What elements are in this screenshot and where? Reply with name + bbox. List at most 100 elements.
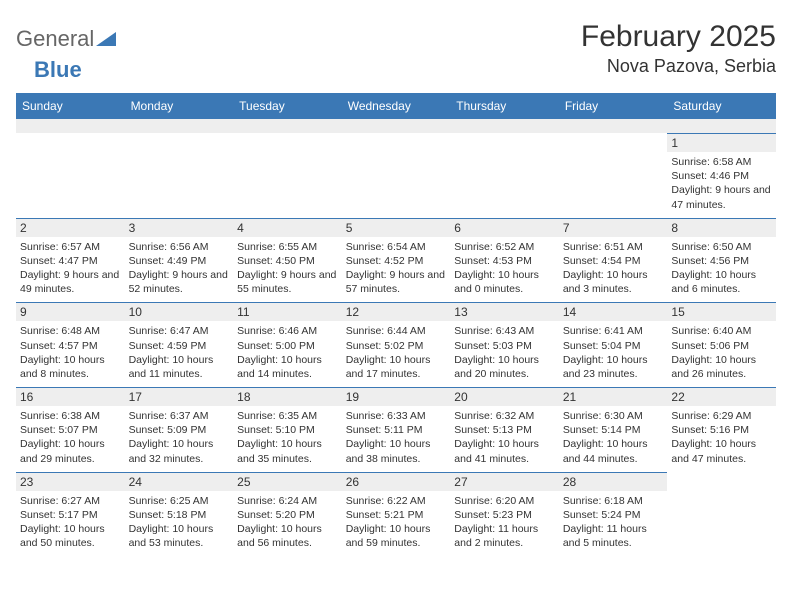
day-cell: 9Sunrise: 6:48 AMSunset: 4:57 PMDaylight… (16, 302, 125, 387)
empty-cell (125, 133, 234, 218)
empty-cell (559, 133, 668, 218)
sunrise-text: Sunrise: 6:54 AM (346, 240, 447, 254)
daylight-text: Daylight: 9 hours and 55 minutes. (237, 268, 338, 296)
day-cell: 27Sunrise: 6:20 AMSunset: 5:23 PMDayligh… (450, 472, 559, 557)
day-number: 6 (450, 219, 559, 237)
day-cell: 6Sunrise: 6:52 AMSunset: 4:53 PMDaylight… (450, 218, 559, 303)
day-cell: 16Sunrise: 6:38 AMSunset: 5:07 PMDayligh… (16, 387, 125, 472)
day-info: Sunrise: 6:29 AMSunset: 5:16 PMDaylight:… (671, 409, 772, 466)
day-cell: 18 Sunrise: 6:35 AMSunset: 5:10 PMDayligh… (233, 387, 342, 472)
sunrise-text: Sunrise: 6:38 AM (20, 409, 121, 423)
sunset-text: Sunset: 5:03 PM (454, 339, 555, 353)
day-info: Sunrise: 6:33 AMSunset: 5:11 PMDaylight:… (346, 409, 447, 466)
day-cell: 13Sunrise: 6:43 AMSunset: 5:03 PMDayligh… (450, 302, 559, 387)
daylight-text: Daylight: 10 hours and 56 minutes. (237, 522, 338, 550)
day-cell: 28Sunrise: 6:18 AMSunset: 5:24 PMDayligh… (559, 472, 668, 557)
daylight-text: Daylight: 10 hours and 0 minutes. (454, 268, 555, 296)
day-info: Sunrise: 6:24 AMSunset: 5:20 PMDaylight:… (237, 494, 338, 551)
sunset-text: Sunset: 4:53 PM (454, 254, 555, 268)
sunset-text: Sunset: 5:02 PM (346, 339, 447, 353)
dayname-sat: Saturday (667, 93, 776, 119)
day-cell: 3Sunrise: 6:56 AMSunset: 4:49 PMDaylight… (125, 218, 234, 303)
day-cell: 1 Sunrise: 6:58 AMSunset: 4:46 PMDaylight… (667, 133, 776, 218)
day-cell: 26Sunrise: 6:22 AMSunset: 5:21 PMDayligh… (342, 472, 451, 557)
day-number: 25 (233, 473, 342, 491)
day-number: 2 (16, 219, 125, 237)
dayname-tue: Tuesday (233, 93, 342, 119)
sunset-text: Sunset: 5:16 PM (671, 423, 772, 437)
sunrise-text: Sunrise: 6:50 AM (671, 240, 772, 254)
day-cell: 10Sunrise: 6:47 AMSunset: 4:59 PMDayligh… (125, 302, 234, 387)
day-info: Sunrise: 6:57 AMSunset: 4:47 PMDaylight:… (20, 240, 121, 297)
day-number: 27 (450, 473, 559, 491)
sunrise-text: Sunrise: 6:37 AM (129, 409, 230, 423)
daylight-text: Daylight: 9 hours and 52 minutes. (129, 268, 230, 296)
sunrise-text: Sunrise: 6:44 AM (346, 324, 447, 338)
sunrise-text: Sunrise: 6:29 AM (671, 409, 772, 423)
daylight-text: Daylight: 10 hours and 23 minutes. (563, 353, 664, 381)
day-cell: 12Sunrise: 6:44 AMSunset: 5:02 PMDayligh… (342, 302, 451, 387)
day-info: Sunrise: 6:32 AMSunset: 5:13 PMDaylight:… (454, 409, 555, 466)
day-number: 24 (125, 473, 234, 491)
day-info: Sunrise: 6:56 AMSunset: 4:49 PMDaylight:… (129, 240, 230, 297)
weekday-header: Sunday Monday Tuesday Wednesday Thursday… (16, 93, 776, 119)
calendar-page: General February 2025 Nova Pazova, Serbi… (0, 0, 792, 564)
day-info: Sunrise: 6:50 AMSunset: 4:56 PMDaylight:… (671, 240, 772, 297)
sunset-text: Sunset: 5:10 PM (237, 423, 338, 437)
day-cell: 15Sunrise: 6:40 AMSunset: 5:06 PMDayligh… (667, 302, 776, 387)
daylight-text: Daylight: 10 hours and 20 minutes. (454, 353, 555, 381)
day-info: Sunrise: 6:58 AMSunset: 4:46 PMDaylight:… (671, 155, 772, 212)
sunrise-text: Sunrise: 6:27 AM (20, 494, 121, 508)
day-cell: 8 Sunrise: 6:50 AMSunset: 4:56 PMDaylight… (667, 218, 776, 303)
day-cell: 17Sunrise: 6:37 AMSunset: 5:09 PMDayligh… (125, 387, 234, 472)
day-number: 8 (667, 219, 776, 237)
week-row: 2 Sunrise: 6:57 AMSunset: 4:47 PMDaylight… (16, 218, 776, 303)
sunset-text: Sunset: 5:24 PM (563, 508, 664, 522)
day-cell: 11Sunrise: 6:46 AMSunset: 5:00 PMDayligh… (233, 302, 342, 387)
sunrise-text: Sunrise: 6:22 AM (346, 494, 447, 508)
dayname-mon: Monday (125, 93, 234, 119)
empty-cell (667, 472, 776, 557)
day-info: Sunrise: 6:38 AMSunset: 5:07 PMDaylight:… (20, 409, 121, 466)
sunset-text: Sunset: 4:46 PM (671, 169, 772, 183)
dayname-thu: Thursday (450, 93, 559, 119)
day-number: 21 (559, 388, 668, 406)
empty-cell (342, 133, 451, 218)
day-info: Sunrise: 6:22 AMSunset: 5:21 PMDaylight:… (346, 494, 447, 551)
empty-cell (450, 133, 559, 218)
day-cell: 22Sunrise: 6:29 AMSunset: 5:16 PMDayligh… (667, 387, 776, 472)
sunrise-text: Sunrise: 6:43 AM (454, 324, 555, 338)
sunrise-text: Sunrise: 6:33 AM (346, 409, 447, 423)
daylight-text: Daylight: 10 hours and 53 minutes. (129, 522, 230, 550)
day-info: Sunrise: 6:43 AMSunset: 5:03 PMDaylight:… (454, 324, 555, 381)
daylight-text: Daylight: 9 hours and 49 minutes. (20, 268, 121, 296)
sunrise-text: Sunrise: 6:32 AM (454, 409, 555, 423)
day-number: 9 (16, 303, 125, 321)
day-number: 5 (342, 219, 451, 237)
daylight-text: Daylight: 10 hours and 8 minutes. (20, 353, 121, 381)
day-info: Sunrise: 6:46 AMSunset: 5:00 PMDaylight:… (237, 324, 338, 381)
daylight-text: Daylight: 10 hours and 32 minutes. (129, 437, 230, 465)
daylight-text: Daylight: 10 hours and 59 minutes. (346, 522, 447, 550)
empty-cell (16, 133, 125, 218)
day-cell: 7Sunrise: 6:51 AMSunset: 4:54 PMDaylight… (559, 218, 668, 303)
daylight-text: Daylight: 10 hours and 17 minutes. (346, 353, 447, 381)
empty-cell (233, 133, 342, 218)
day-cell: 21Sunrise: 6:30 AMSunset: 5:14 PMDayligh… (559, 387, 668, 472)
sunrise-text: Sunrise: 6:41 AM (563, 324, 664, 338)
sunset-text: Sunset: 5:00 PM (237, 339, 338, 353)
day-cell: 19Sunrise: 6:33 AMSunset: 5:11 PMDayligh… (342, 387, 451, 472)
day-number: 18 (233, 388, 342, 406)
sunset-text: Sunset: 5:14 PM (563, 423, 664, 437)
dayname-wed: Wednesday (342, 93, 451, 119)
brand-part1: General (16, 26, 94, 52)
sunrise-text: Sunrise: 6:35 AM (237, 409, 338, 423)
sunset-text: Sunset: 5:11 PM (346, 423, 447, 437)
day-cell: 23Sunrise: 6:27 AMSunset: 5:17 PMDayligh… (16, 472, 125, 557)
daylight-text: Daylight: 10 hours and 35 minutes. (237, 437, 338, 465)
sunset-text: Sunset: 4:54 PM (563, 254, 664, 268)
sunrise-text: Sunrise: 6:57 AM (20, 240, 121, 254)
day-info: Sunrise: 6:47 AMSunset: 4:59 PMDaylight:… (129, 324, 230, 381)
sunrise-text: Sunrise: 6:51 AM (563, 240, 664, 254)
day-number: 1 (667, 134, 776, 152)
